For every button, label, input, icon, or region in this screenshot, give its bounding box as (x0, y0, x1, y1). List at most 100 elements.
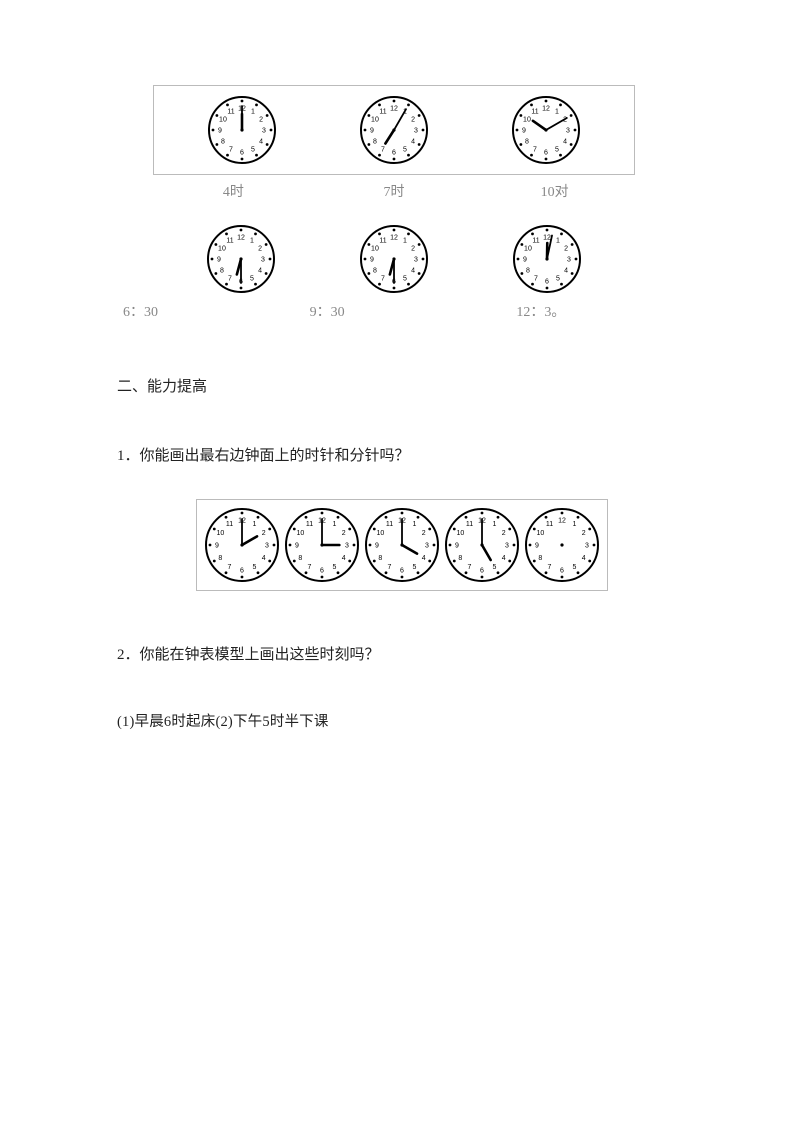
svg-text:9: 9 (215, 543, 219, 550)
clock-strip: 123456789101112 123456789101112 12345678… (196, 499, 608, 591)
svg-text:1: 1 (573, 521, 577, 528)
svg-text:3: 3 (414, 128, 418, 135)
svg-text:11: 11 (532, 237, 539, 244)
svg-text:7: 7 (468, 564, 472, 571)
svg-text:5: 5 (555, 147, 559, 154)
svg-text:1: 1 (403, 237, 407, 244)
svg-text:1: 1 (253, 521, 257, 528)
clock-strip-wrap: 123456789101112 123456789101112 12345678… (117, 499, 687, 591)
svg-text:3: 3 (505, 543, 509, 550)
svg-text:8: 8 (525, 139, 529, 146)
clock: 123456789101112 (203, 506, 281, 584)
clock: 123456789101112 (511, 223, 583, 295)
svg-text:2: 2 (411, 117, 415, 124)
svg-text:9: 9 (375, 543, 379, 550)
svg-text:2: 2 (564, 246, 568, 253)
svg-text:7: 7 (229, 147, 233, 154)
clock-labels-row-1: 4时 7时 10对 (153, 181, 635, 201)
svg-text:1: 1 (555, 108, 559, 115)
svg-text:12: 12 (543, 235, 551, 242)
svg-text:11: 11 (386, 521, 393, 528)
svg-text:2: 2 (342, 530, 346, 537)
svg-text:3: 3 (265, 543, 269, 550)
section-heading: 二、能力提高 (117, 375, 687, 396)
svg-text:2: 2 (411, 246, 415, 253)
svg-text:8: 8 (378, 555, 382, 562)
svg-text:9: 9 (522, 128, 526, 135)
svg-text:5: 5 (251, 147, 255, 154)
svg-text:12: 12 (542, 106, 550, 113)
svg-text:4: 4 (411, 268, 415, 275)
svg-text:4: 4 (262, 555, 266, 562)
svg-text:4: 4 (258, 268, 262, 275)
svg-text:5: 5 (333, 564, 337, 571)
svg-text:4: 4 (502, 555, 506, 562)
svg-text:4: 4 (411, 139, 415, 146)
svg-text:6: 6 (392, 150, 396, 157)
clock-label: 7时 (314, 181, 475, 201)
svg-text:8: 8 (458, 555, 462, 562)
clock-label: 6：30 (117, 301, 280, 321)
svg-text:8: 8 (373, 139, 377, 146)
svg-text:7: 7 (228, 276, 232, 283)
svg-text:8: 8 (220, 268, 224, 275)
question-3: (1)早晨6时起床(2)下午5时半下课 (117, 710, 687, 731)
clock-label: 4时 (153, 181, 314, 201)
svg-text:12: 12 (558, 518, 566, 525)
svg-text:6: 6 (560, 568, 564, 575)
svg-text:5: 5 (403, 276, 407, 283)
svg-text:5: 5 (253, 564, 257, 571)
svg-text:3: 3 (262, 128, 266, 135)
clock: 123456789101112 (358, 223, 430, 295)
svg-text:11: 11 (226, 521, 233, 528)
svg-text:3: 3 (585, 543, 589, 550)
svg-text:6: 6 (545, 279, 549, 286)
svg-text:9: 9 (295, 543, 299, 550)
svg-text:3: 3 (566, 128, 570, 135)
clock: 123456789101112 (206, 94, 278, 166)
clock: 123456789101112 (443, 506, 521, 584)
svg-text:3: 3 (567, 257, 571, 264)
svg-text:9: 9 (217, 257, 221, 264)
svg-text:7: 7 (381, 276, 385, 283)
clock: 123456789101112 (358, 94, 430, 166)
svg-text:11: 11 (531, 108, 538, 115)
svg-text:11: 11 (379, 108, 386, 115)
svg-text:4: 4 (342, 555, 346, 562)
clock-label: 12：3。 (466, 301, 673, 321)
svg-text:10: 10 (218, 246, 226, 253)
svg-text:5: 5 (413, 564, 417, 571)
svg-text:11: 11 (466, 521, 473, 528)
svg-text:10: 10 (219, 117, 227, 124)
svg-text:12: 12 (390, 235, 398, 242)
svg-text:1: 1 (493, 521, 497, 528)
svg-text:6: 6 (320, 568, 324, 575)
clock-labels-row-2: 6：30 9：30 12：3。 (117, 301, 673, 321)
clock-row-2: 123456789101112 123456789101112 12345678… (153, 223, 635, 295)
clock: 123456789101112 (283, 506, 361, 584)
worksheet-page: 123456789101112 123456789101112 12345678… (117, 85, 687, 731)
svg-text:5: 5 (493, 564, 497, 571)
svg-text:7: 7 (308, 564, 312, 571)
svg-text:10: 10 (371, 246, 379, 253)
clock-label: 9：30 (280, 301, 467, 321)
svg-text:5: 5 (573, 564, 577, 571)
svg-text:4: 4 (582, 555, 586, 562)
svg-text:8: 8 (298, 555, 302, 562)
svg-text:3: 3 (261, 257, 265, 264)
svg-text:6: 6 (240, 568, 244, 575)
svg-text:11: 11 (306, 521, 313, 528)
svg-text:6: 6 (480, 568, 484, 575)
svg-text:9: 9 (535, 543, 539, 550)
svg-text:7: 7 (534, 276, 538, 283)
svg-text:5: 5 (556, 276, 560, 283)
svg-text:3: 3 (414, 257, 418, 264)
svg-text:6: 6 (544, 150, 548, 157)
svg-text:4: 4 (564, 268, 568, 275)
clock: 123456789101112 (523, 506, 601, 584)
svg-text:1: 1 (250, 237, 254, 244)
svg-text:2: 2 (582, 530, 586, 537)
clock: 123456789101112 (363, 506, 441, 584)
svg-text:10: 10 (371, 117, 379, 124)
svg-text:12: 12 (390, 106, 398, 113)
